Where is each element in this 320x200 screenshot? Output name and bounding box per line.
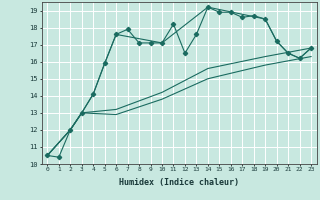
X-axis label: Humidex (Indice chaleur): Humidex (Indice chaleur) — [119, 178, 239, 187]
